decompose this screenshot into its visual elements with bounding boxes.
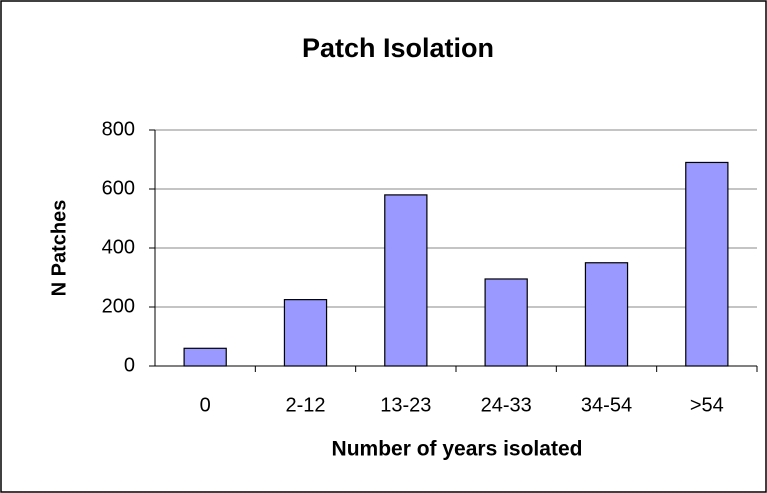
y-tick-label: 800 [102, 118, 135, 140]
x-tick-label: 24-33 [481, 394, 532, 416]
y-tick-label: 200 [102, 295, 135, 317]
y-tick-label: 0 [124, 354, 135, 376]
bar [283, 299, 328, 367]
chart-title: Patch Isolation [302, 33, 494, 63]
x-axis-label: Number of years isolated [332, 438, 583, 461]
x-tick-label: 34-54 [581, 394, 632, 416]
y-tick-label: 600 [102, 177, 135, 199]
y-axis-label: N Patches [48, 200, 70, 297]
bar [484, 278, 528, 367]
x-tick-label: 0 [200, 394, 211, 416]
bar [384, 194, 428, 367]
x-tick-label: >54 [690, 394, 724, 416]
bar [183, 347, 227, 367]
x-tick-label: 13-23 [380, 394, 431, 416]
bar [584, 262, 629, 367]
y-tick-label: 400 [102, 236, 135, 258]
bar [685, 161, 729, 367]
x-tick-label: 2-12 [285, 394, 325, 416]
